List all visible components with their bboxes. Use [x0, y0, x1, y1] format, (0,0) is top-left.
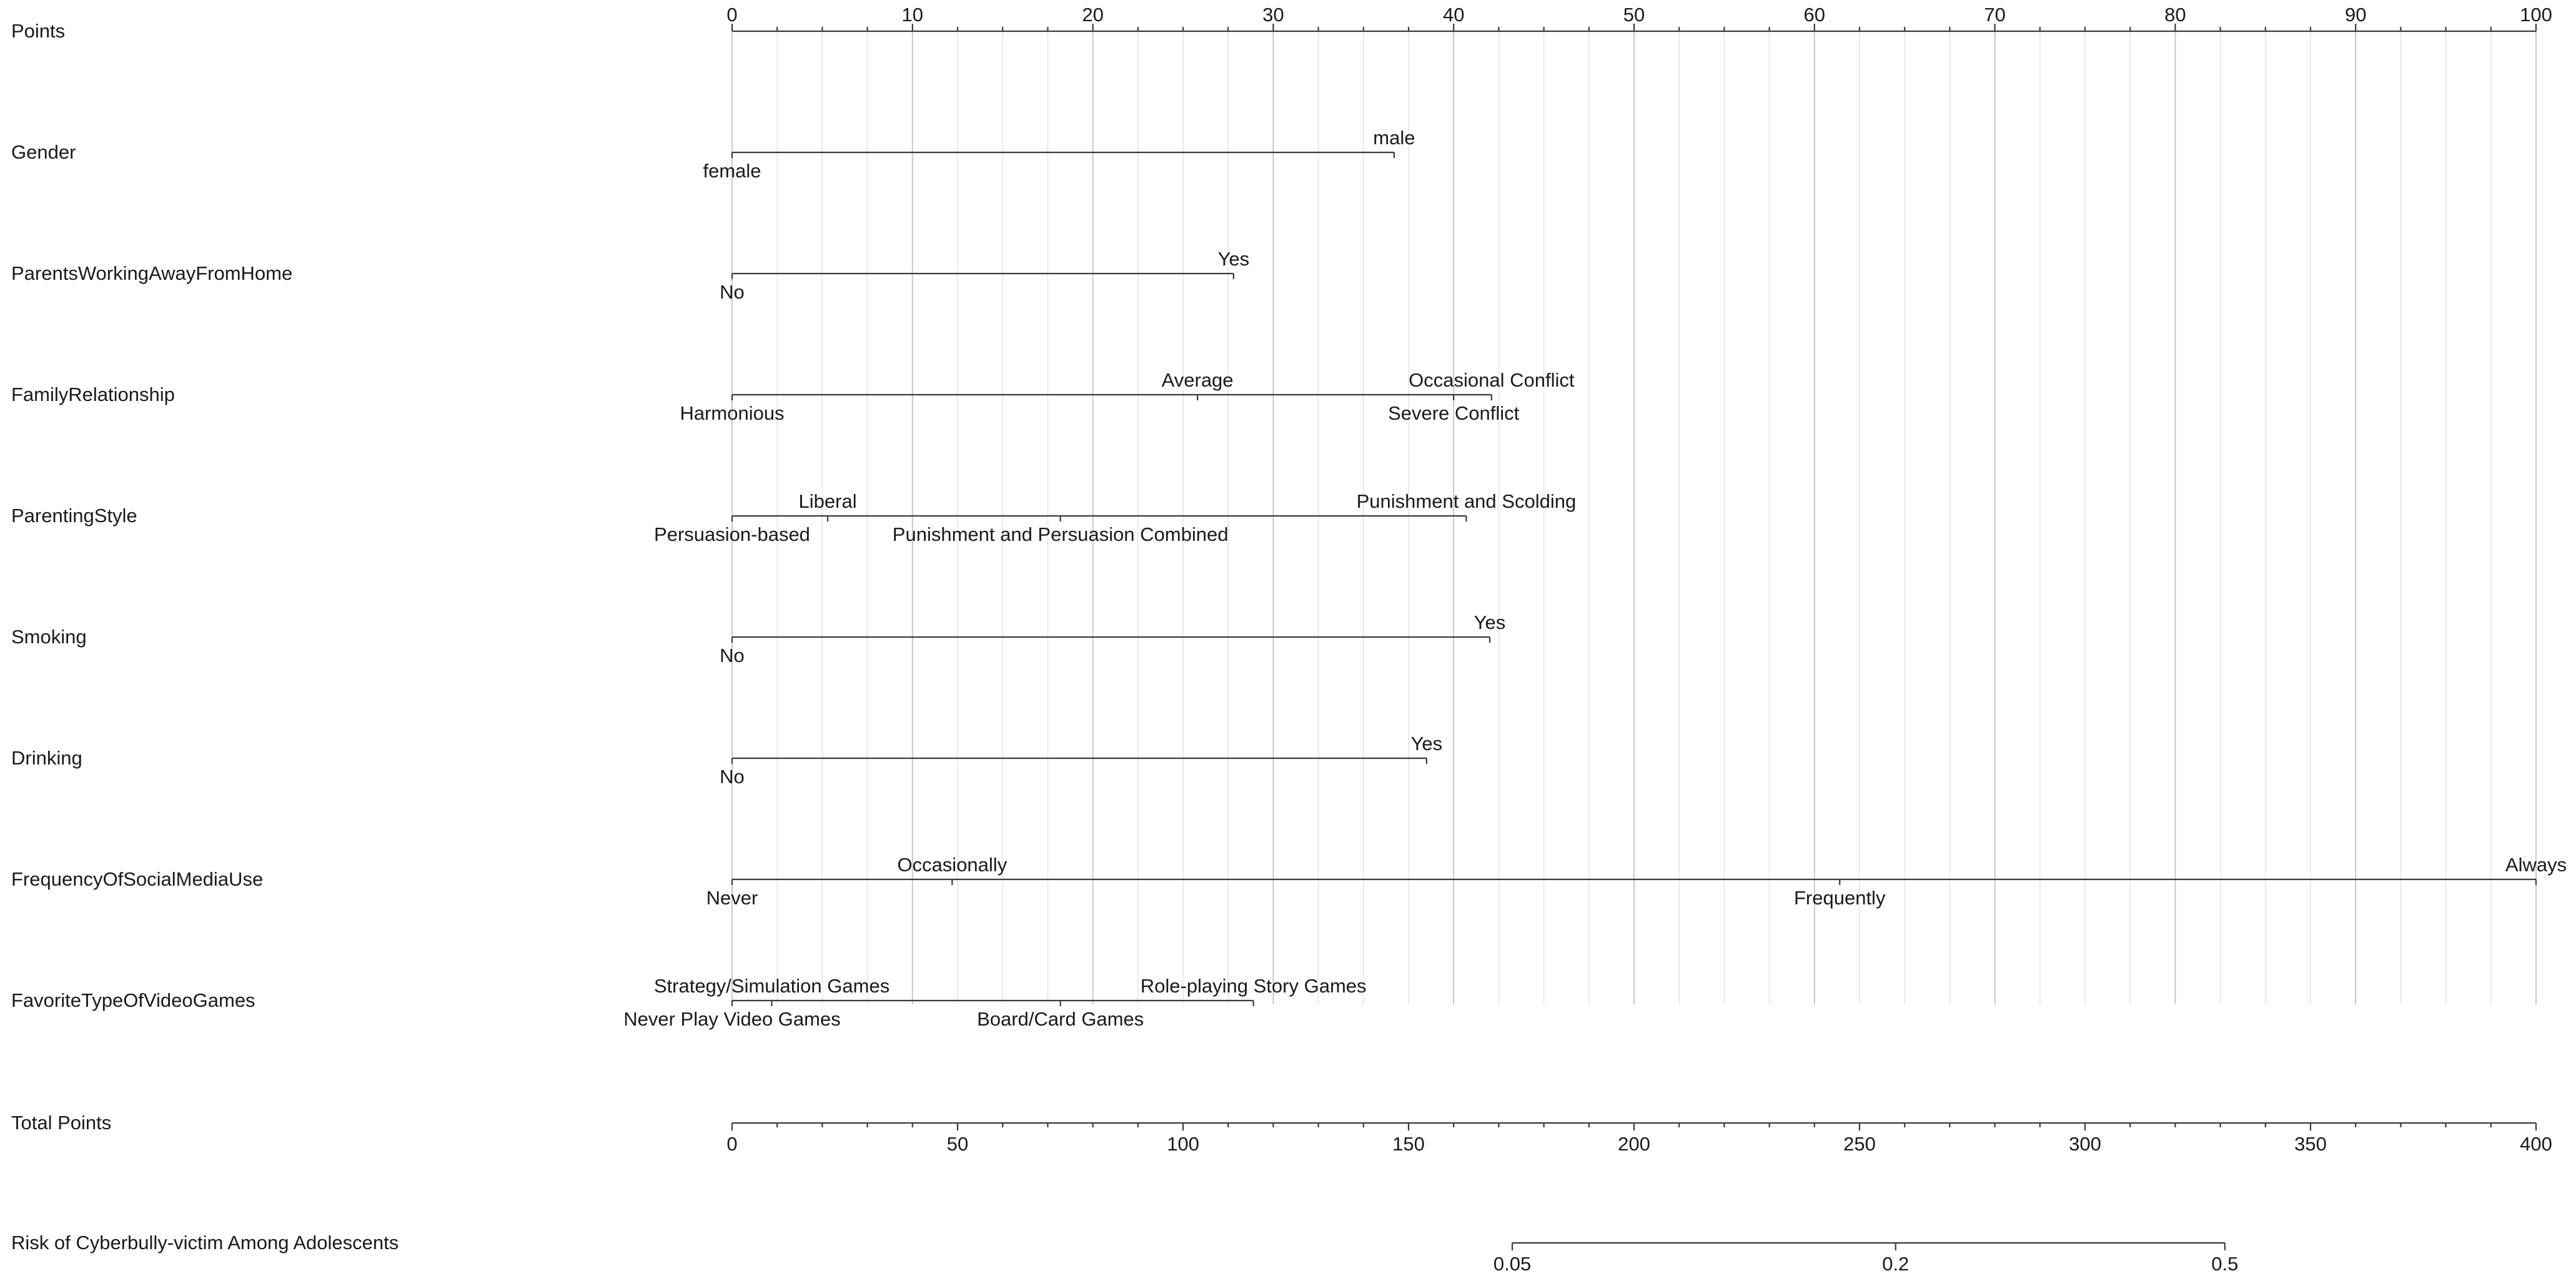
total-points-tick-label: 150 — [1392, 1133, 1425, 1155]
points-axis: Points 0 10 20 30 40 50 60 70 80 90 100 — [11, 4, 2552, 42]
level-label: male — [1373, 127, 1415, 149]
level-label: Role-playing Story Games — [1141, 975, 1367, 997]
risk-axis-tick-label: 0.05 — [1494, 1253, 1531, 1275]
level-label: Never Play Video Games — [623, 1008, 840, 1030]
points-axis-tick-label: 50 — [1623, 4, 1645, 26]
level-label: Severe Conflict — [1388, 402, 1520, 424]
variable-label: ParentingStyle — [11, 505, 137, 527]
level-label: female — [703, 160, 761, 182]
level-label: Persuasion-based — [654, 523, 810, 545]
variable-row: Gender female male — [11, 127, 1415, 182]
risk-axis: Risk of Cyberbully-victim Among Adolesce… — [11, 1232, 2238, 1275]
nomogram-rows: Points 0 10 20 30 40 50 60 70 80 90 100 Gender female… — [11, 4, 2567, 1275]
level-label: Average — [1162, 369, 1234, 391]
points-axis-tick-label: 100 — [2520, 4, 2552, 26]
level-label: Board/Card Games — [977, 1008, 1144, 1030]
variable-row: FavoriteTypeOfVideoGames Never Play Video… — [11, 975, 1367, 1030]
level-label: No — [720, 281, 745, 303]
level-label: Always — [2505, 854, 2567, 876]
total-points-axis: Total Points 0 50 100 150 200 250 300 350 400 — [11, 1112, 2552, 1155]
variable-row: Drinking No Yes — [11, 733, 1442, 788]
total-points-tick-label: 250 — [1843, 1133, 1876, 1155]
variable-label: FrequencyOfSocialMediaUse — [11, 868, 263, 890]
level-label: No — [720, 766, 745, 788]
points-axis-tick-label: 30 — [1262, 4, 1284, 26]
variable-row: FamilyRelationship Harmonious Average Sever… — [11, 369, 1575, 424]
points-axis-label: Points — [11, 20, 65, 42]
variable-label: FavoriteTypeOfVideoGames — [11, 989, 255, 1011]
level-label: Never — [706, 887, 758, 909]
points-axis-tick-label: 20 — [1082, 4, 1103, 26]
total-points-tick-label: 100 — [1167, 1133, 1199, 1155]
level-label: Yes — [1218, 248, 1250, 270]
variable-label: FamilyRelationship — [11, 383, 175, 405]
total-points-tick-label: 50 — [947, 1133, 968, 1155]
total-points-tick-label: 400 — [2520, 1133, 2552, 1155]
variable-label: Drinking — [11, 747, 82, 769]
total-points-tick-label: 350 — [2294, 1133, 2327, 1155]
points-axis-tick-label: 90 — [2345, 4, 2366, 26]
level-label: Punishment and Persuasion Combined — [893, 523, 1229, 545]
points-axis-tick-label: 80 — [2164, 4, 2186, 26]
level-label: Occasionally — [897, 854, 1007, 876]
variable-row: FrequencyOfSocialMediaUse Never Occasional… — [11, 854, 2567, 909]
variable-label: Smoking — [11, 626, 87, 648]
level-label: Harmonious — [680, 402, 784, 424]
level-label: Frequently — [1794, 887, 1886, 909]
risk-axis-tick-label: 0.2 — [1882, 1253, 1909, 1275]
points-axis-tick-label: 60 — [1804, 4, 1825, 26]
total-points-tick-label: 200 — [1618, 1133, 1650, 1155]
variable-label: ParentsWorkingAwayFromHome — [11, 262, 292, 284]
variable-label: Gender — [11, 141, 76, 163]
variable-row: Smoking No Yes — [11, 611, 1505, 666]
level-label: Yes — [1474, 611, 1506, 633]
level-label: Yes — [1411, 733, 1443, 754]
points-axis-tick-label: 10 — [902, 4, 923, 26]
level-label: Occasional Conflict — [1409, 369, 1575, 391]
variable-row: ParentsWorkingAwayFromHome No Yes — [11, 248, 1249, 303]
level-label: Strategy/Simulation Games — [654, 975, 889, 997]
points-axis-tick-label: 70 — [1984, 4, 2005, 26]
points-axis-tick-label: 0 — [726, 4, 737, 26]
variable-row: ParentingStyle Persuasion-based Liberal Pun… — [11, 490, 1576, 545]
gridlines — [731, 31, 2537, 1004]
level-label: No — [720, 645, 745, 666]
total-points-label: Total Points — [11, 1112, 111, 1134]
total-points-tick-label: 0 — [726, 1133, 737, 1155]
level-label: Liberal — [799, 490, 857, 512]
risk-axis-tick-label: 0.5 — [2211, 1253, 2238, 1275]
level-label: Punishment and Scolding — [1357, 490, 1577, 512]
points-axis-tick-label: 40 — [1443, 4, 1464, 26]
risk-axis-label: Risk of Cyberbully-victim Among Adolesce… — [11, 1232, 399, 1254]
total-points-tick-label: 300 — [2069, 1133, 2101, 1155]
